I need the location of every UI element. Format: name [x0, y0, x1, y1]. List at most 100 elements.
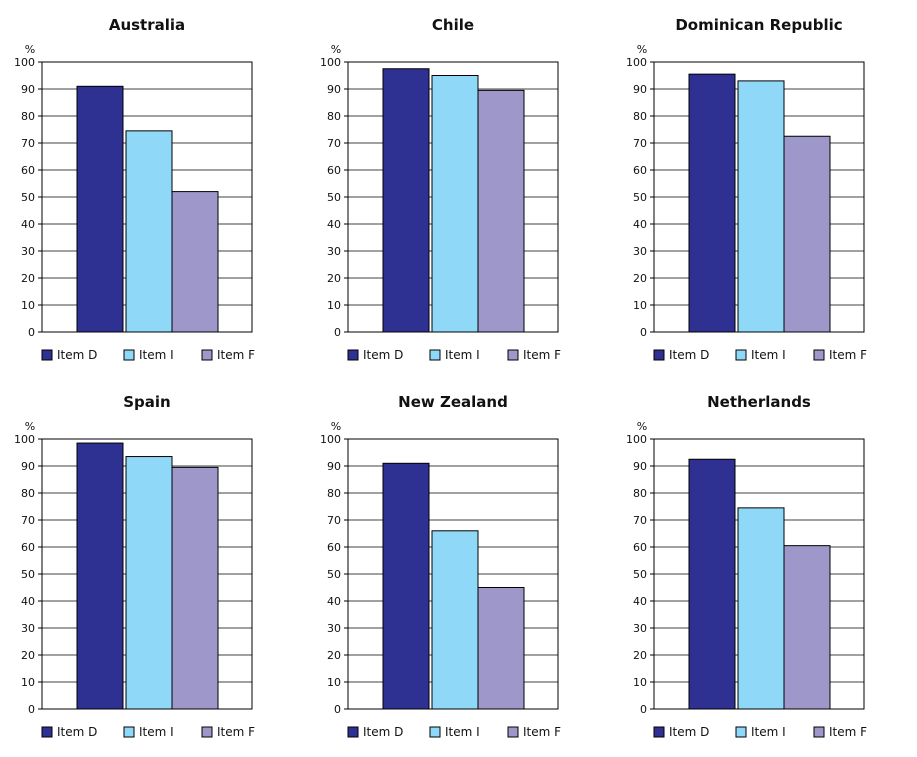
y-tick-label: 40 — [633, 595, 647, 608]
y-tick-label: 40 — [327, 218, 341, 231]
legend-swatch — [735, 726, 747, 738]
y-tick-label: 80 — [327, 110, 341, 123]
chart-title: Australia — [109, 16, 185, 34]
y-tick-label: 50 — [633, 191, 647, 204]
y-tick-label: 90 — [633, 83, 647, 96]
y-tick-label: 20 — [21, 649, 35, 662]
y-tick-label: 100 — [320, 56, 341, 69]
legend-label: Item I — [445, 725, 480, 739]
y-tick-label: 50 — [633, 568, 647, 581]
legend-swatch — [735, 349, 747, 361]
legend-label: Item I — [751, 725, 786, 739]
y-tick-label: 80 — [633, 487, 647, 500]
chart-panel: Dominican Republic% 0 10 20 30 40 50 60 70 80 90 10… — [612, 0, 912, 376]
y-tick-label: 70 — [633, 137, 647, 150]
bar — [431, 75, 479, 333]
plot-frame — [347, 61, 559, 333]
legend-label: Item D — [363, 725, 403, 739]
bar-chart: Australia% 0 10 20 30 40 50 60 70 80 90 100 Item D It… — [14, 16, 255, 362]
chart-panel: Chile% 0 10 20 30 40 50 60 70 80 90 100 Item D Item I… — [306, 0, 606, 376]
y-tick-label: 90 — [327, 460, 341, 473]
y-tick-label: 50 — [21, 191, 35, 204]
y-axis-unit: % — [331, 420, 341, 433]
plot-frame — [653, 438, 865, 710]
y-tick-label: 70 — [21, 137, 35, 150]
bar — [477, 89, 525, 333]
y-axis-unit: % — [25, 420, 35, 433]
y-tick-label: 0 — [334, 326, 341, 339]
legend-swatch — [653, 349, 665, 361]
legend-label: Item D — [57, 348, 97, 362]
y-tick-label: 0 — [640, 703, 647, 716]
y-tick-label: 60 — [633, 541, 647, 554]
bar — [688, 73, 736, 333]
chart-title: Dominican Republic — [675, 16, 842, 34]
bar-chart: New Zealand% 0 10 20 30 40 50 60 70 80 90 100 Item D… — [320, 393, 561, 739]
legend-swatch — [429, 726, 441, 738]
bar — [171, 191, 219, 333]
legend-swatch — [123, 726, 135, 738]
legend-swatch — [347, 726, 359, 738]
y-tick-label: 10 — [327, 299, 341, 312]
chart-panel: Spain% 0 10 20 30 40 50 60 70 80 90 100 Item D Item I… — [0, 377, 300, 753]
y-tick-label: 50 — [21, 568, 35, 581]
y-tick-label: 40 — [21, 218, 35, 231]
y-tick-label: 30 — [633, 245, 647, 258]
chart-title: Spain — [123, 393, 170, 411]
legend-swatch — [653, 726, 665, 738]
legend-swatch — [507, 349, 519, 361]
y-tick-label: 20 — [327, 272, 341, 285]
bar — [125, 456, 173, 710]
legend-label: Item I — [751, 348, 786, 362]
y-tick-label: 10 — [633, 299, 647, 312]
y-tick-label: 100 — [626, 56, 647, 69]
legend-label: Item F — [523, 348, 561, 362]
y-tick-label: 60 — [633, 164, 647, 177]
y-axis-unit: % — [331, 43, 341, 56]
bar — [783, 135, 831, 333]
plot-frame — [41, 61, 253, 333]
y-tick-label: 40 — [327, 595, 341, 608]
y-tick-label: 10 — [21, 676, 35, 689]
y-tick-label: 100 — [320, 433, 341, 446]
legend-label: Item D — [363, 348, 403, 362]
y-tick-label: 100 — [14, 56, 35, 69]
y-tick-label: 90 — [21, 83, 35, 96]
plot-frame — [653, 61, 865, 333]
y-tick-label: 60 — [21, 164, 35, 177]
y-tick-label: 70 — [633, 514, 647, 527]
bar — [431, 530, 479, 710]
y-tick-label: 90 — [21, 460, 35, 473]
legend-label: Item F — [217, 725, 255, 739]
y-tick-label: 90 — [633, 460, 647, 473]
y-tick-label: 0 — [28, 326, 35, 339]
y-tick-label: 60 — [327, 541, 341, 554]
y-tick-label: 90 — [327, 83, 341, 96]
chart-panel: Australia% 0 10 20 30 40 50 60 70 80 90 100 Item D It… — [0, 0, 300, 376]
bar — [125, 130, 173, 333]
legend-label: Item F — [217, 348, 255, 362]
bar-chart: Spain% 0 10 20 30 40 50 60 70 80 90 100 Item D Item I… — [14, 393, 255, 739]
bar — [688, 458, 736, 710]
chart-title: New Zealand — [398, 393, 508, 411]
bar — [382, 462, 430, 710]
y-tick-label: 30 — [327, 245, 341, 258]
y-axis-unit: % — [25, 43, 35, 56]
bar-chart: Dominican Republic% 0 10 20 30 40 50 60 70 80 90 10… — [626, 16, 867, 362]
y-tick-label: 20 — [327, 649, 341, 662]
chart-panel: Netherlands% 0 10 20 30 40 50 60 70 80 90 100 Item D… — [612, 377, 912, 753]
plot-frame — [41, 438, 253, 710]
y-tick-label: 60 — [21, 541, 35, 554]
legend-swatch — [813, 726, 825, 738]
legend-label: Item F — [523, 725, 561, 739]
y-tick-label: 30 — [21, 622, 35, 635]
y-axis-unit: % — [637, 43, 647, 56]
legend-swatch — [41, 726, 53, 738]
bar — [382, 68, 430, 333]
bar — [76, 85, 124, 333]
y-tick-label: 0 — [28, 703, 35, 716]
y-tick-label: 10 — [633, 676, 647, 689]
y-tick-label: 10 — [327, 676, 341, 689]
y-tick-label: 100 — [14, 433, 35, 446]
